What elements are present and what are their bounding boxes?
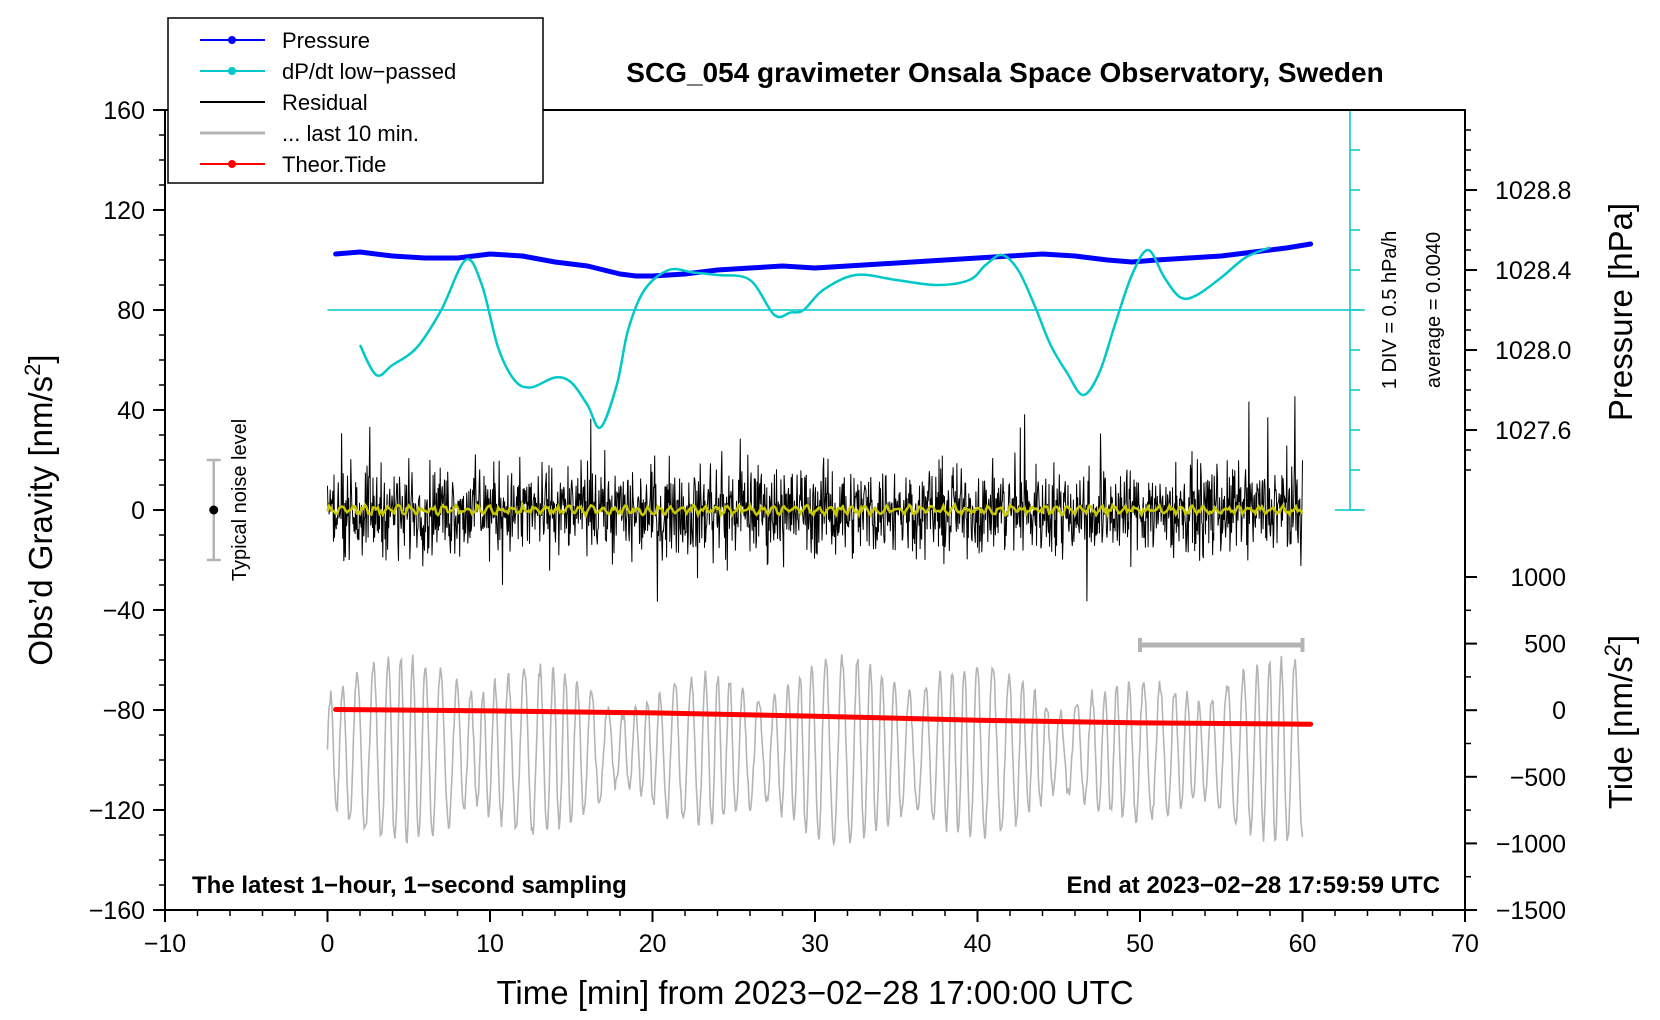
chart-title: SCG_054 gravimeter Onsala Space Observat… — [626, 57, 1383, 88]
chart-annotations-graphics — [206, 458, 1305, 652]
axis-ticks: −10 0 10 20 30 40 50 60 70 160 120 80 40 0 −40 −80 −120 −… — [89, 97, 1572, 958]
y-pressure-tick-label: 1028.8 — [1495, 177, 1571, 205]
tide-line — [333, 707, 1314, 727]
x-tick-label: 60 — [1289, 930, 1317, 958]
legend-box — [167, 17, 544, 184]
x-tick-label: 40 — [964, 930, 992, 958]
y-tide-tick-label: −1000 — [1496, 830, 1566, 858]
y-left-tick-label: 120 — [103, 197, 145, 225]
dpdt-line — [358, 246, 1271, 430]
y-left-tick-label: 80 — [117, 297, 145, 325]
residual-series — [327, 396, 1303, 602]
legend-label: Theor.Tide — [282, 152, 386, 177]
legend-swatch-marker — [228, 67, 236, 75]
y-left-tick-label: −40 — [103, 597, 145, 625]
legend-label: Pressure — [282, 28, 370, 53]
x-tick-label: 0 — [321, 930, 335, 958]
x-tick-label: 70 — [1451, 930, 1479, 958]
dpdt-average-label: average = 0.0040 — [1423, 232, 1445, 388]
legend: Pressure dP/dt low−passed Residual ... last… — [167, 17, 544, 184]
x-tick-label: 30 — [801, 930, 829, 958]
last-10-min-line — [326, 654, 1304, 847]
noise-level-dot — [209, 505, 219, 515]
y-left-tick-label: −80 — [103, 697, 145, 725]
y-axis-title-tide: Tide [nm/s2] — [1600, 635, 1639, 809]
y-pressure-tick-label: 1028.0 — [1495, 337, 1571, 365]
x-tick-label: 50 — [1126, 930, 1154, 958]
residual-smoothed-series — [326, 500, 1304, 519]
y-tide-tick-label: −1500 — [1496, 897, 1566, 925]
noise-level-label: Typical noise level — [229, 419, 251, 581]
y-pressure-tick-label: 1027.6 — [1495, 417, 1571, 445]
residual-smoothed-line — [326, 500, 1304, 519]
pressure-series — [333, 241, 1314, 279]
y-tide-tick-label: 500 — [1524, 631, 1566, 659]
y-axis-title-pressure: Pressure [hPa] — [1602, 203, 1639, 421]
end-time-note: End at 2023−02−28 17:59:59 UTC — [1066, 872, 1440, 899]
residual-line — [327, 396, 1303, 602]
legend-label: dP/dt low−passed — [282, 59, 456, 84]
pressure-line — [333, 241, 1314, 279]
legend-swatch-marker — [228, 160, 236, 168]
x-tick-label: −10 — [144, 930, 186, 958]
legend-swatch-marker — [228, 36, 236, 44]
y-tide-tick-label: 0 — [1552, 697, 1566, 725]
sampling-note: The latest 1−hour, 1−second sampling — [192, 872, 627, 899]
y-tide-tick-label: 1000 — [1510, 564, 1566, 592]
x-tick-label: 20 — [639, 930, 667, 958]
dpdt-series — [327, 110, 1365, 511]
legend-label: ... last 10 min. — [282, 121, 419, 146]
x-tick-label: 10 — [476, 930, 504, 958]
dpdt-scale-label: 1 DIV = 0.5 hPa/h — [1379, 231, 1401, 389]
x-axis-title: Time [min] from 2023−02−28 17:00:00 UTC — [496, 974, 1133, 1011]
theoretical-tide-series — [333, 707, 1314, 727]
y-pressure-tick-label: 1028.4 — [1495, 257, 1572, 285]
y-axis-title-left: Obs’d Gravity [nm/s2] — [20, 354, 59, 665]
y-left-tick-label: −120 — [89, 797, 145, 825]
last-10-min-series — [326, 654, 1304, 847]
legend-items: Pressure dP/dt low−passed Residual ... last… — [200, 28, 456, 177]
y-tide-tick-label: −500 — [1510, 764, 1566, 792]
legend-label: Residual — [282, 90, 368, 115]
y-left-tick-label: 0 — [131, 497, 145, 525]
y-left-tick-label: 40 — [117, 397, 145, 425]
y-left-tick-label: −160 — [89, 897, 145, 925]
y-left-tick-label: 160 — [103, 97, 145, 125]
